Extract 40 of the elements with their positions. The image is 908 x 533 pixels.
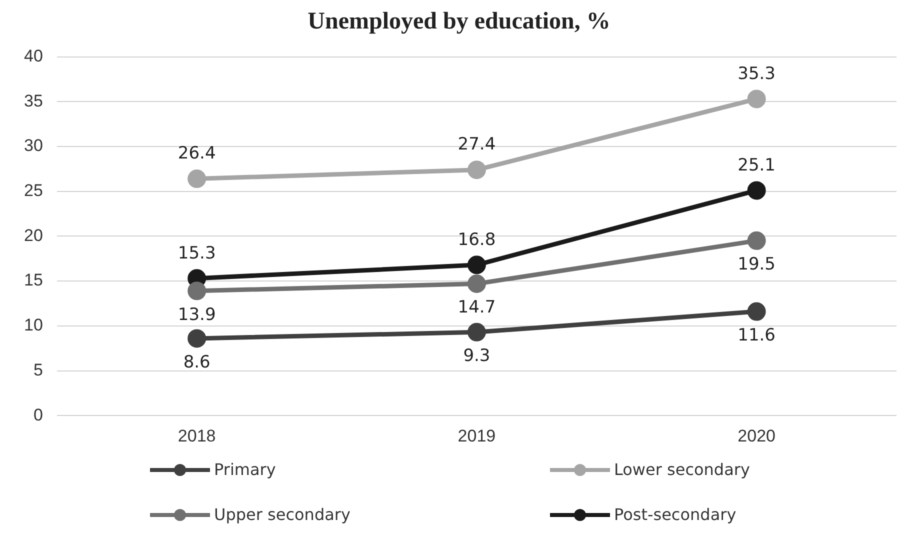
y-tick-label: 10 — [24, 316, 43, 335]
y-tick-label: 40 — [24, 46, 43, 66]
y-tick-label: 15 — [24, 270, 43, 290]
point — [188, 170, 206, 188]
data-label: 25.1 — [738, 155, 776, 176]
data-label: 35.3 — [738, 64, 776, 84]
legend-label: Primary — [214, 460, 276, 479]
y-tick-label: 20 — [24, 226, 43, 245]
data-label: 13.9 — [178, 304, 216, 325]
x-tick-label: 2018 — [178, 426, 216, 446]
y-tick-label: 25 — [24, 181, 43, 200]
x-tick-label: 2020 — [738, 426, 776, 446]
data-label: 11.6 — [738, 325, 776, 346]
point — [467, 274, 486, 293]
data-label: 14.7 — [458, 298, 496, 318]
legend-label: Post-secondary — [614, 505, 736, 524]
y-tick-label: 35 — [24, 91, 43, 110]
data-label: 8.6 — [183, 352, 210, 372]
point — [188, 282, 206, 300]
y-tick-label: 0 — [33, 405, 43, 424]
point — [467, 322, 486, 342]
point — [467, 160, 486, 180]
data-label: 16.8 — [458, 230, 496, 250]
x-tick-label: 2019 — [458, 426, 496, 446]
data-label: 9.3 — [463, 346, 490, 366]
data-label: 26.4 — [178, 144, 216, 164]
legend-label: Upper secondary — [214, 505, 350, 524]
data-label: 15.3 — [178, 243, 216, 264]
point — [747, 90, 766, 108]
point — [747, 302, 766, 321]
point — [467, 256, 486, 274]
legend-label: Lower secondary — [614, 460, 750, 479]
data-label: 27.4 — [458, 134, 496, 155]
chart-title: Unemployed by education, % — [308, 8, 610, 35]
point — [188, 329, 206, 348]
y-tick-label: 30 — [24, 136, 43, 156]
data-label: 19.5 — [738, 254, 776, 275]
y-tick-label: 5 — [33, 360, 43, 380]
point — [747, 231, 766, 250]
point — [747, 181, 766, 200]
